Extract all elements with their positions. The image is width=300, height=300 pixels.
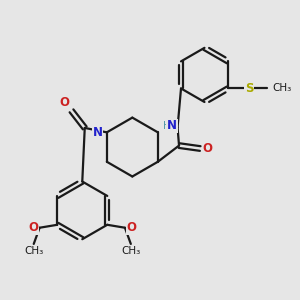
Text: O: O [28,221,38,234]
Text: H: H [163,121,171,131]
Text: CH₃: CH₃ [24,246,44,256]
Text: N: N [167,119,177,132]
Text: CH₃: CH₃ [121,246,140,256]
Text: CH₃: CH₃ [273,83,292,94]
Text: O: O [202,142,213,155]
Text: S: S [245,82,254,95]
Text: N: N [92,126,102,139]
Text: O: O [59,96,69,110]
Text: O: O [126,221,136,234]
